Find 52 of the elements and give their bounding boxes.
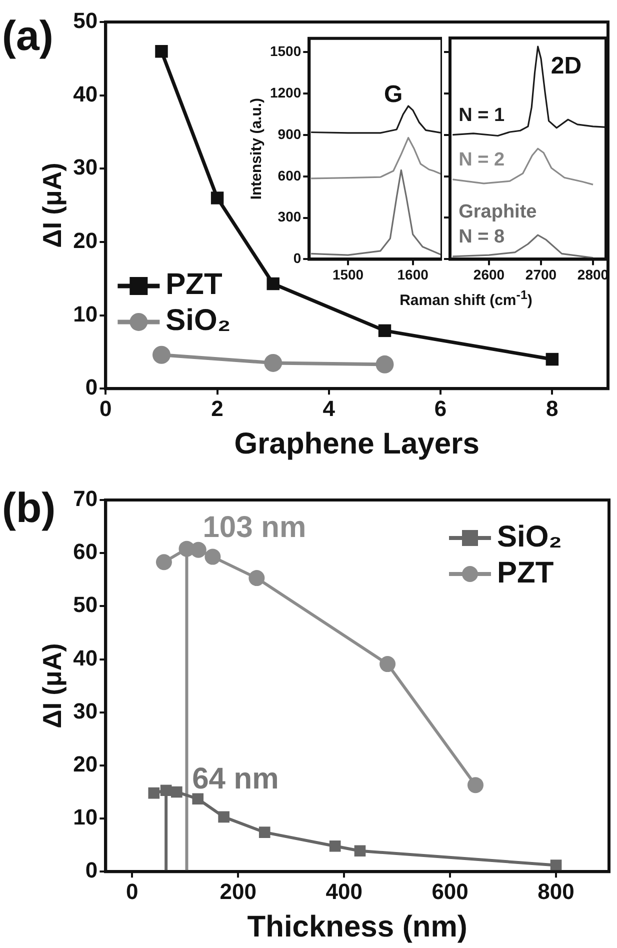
x-axis-title: Graphene Layers	[234, 427, 480, 460]
y-tick-label: 300	[278, 208, 302, 225]
y-tick-label: 0	[293, 250, 302, 266]
legend-label: PZT	[497, 556, 554, 590]
series-label: N = 2	[458, 149, 505, 170]
y-tick-label: 60	[73, 539, 98, 564]
x-axis-title: Thickness (nm)	[247, 910, 468, 944]
x-axis-title: Raman shift (cm$^{-1}$)	[398, 288, 534, 309]
y-tick-label: 0	[85, 374, 98, 400]
y-tick-label: 1200	[270, 84, 302, 100]
series-label: Graphite N = 8	[458, 201, 537, 248]
text: (a)	[2, 12, 54, 59]
x-tick-label: 1600	[397, 266, 429, 282]
x-tick-label: 1500	[332, 266, 364, 282]
text: (b)	[2, 484, 56, 531]
legend-label: SiO₂	[497, 520, 562, 554]
y-tick-label: 0	[85, 858, 98, 883]
y-tick-label: 30	[73, 154, 98, 180]
legend-label: PZT	[166, 268, 222, 302]
y-tick-label: 70	[73, 486, 98, 512]
y-axis-title: Intensity (a.u.)	[248, 98, 266, 200]
y-tick-label: 20	[73, 751, 98, 776]
annotation: 103 nm	[202, 510, 306, 544]
legend-label: SiO₂	[166, 304, 231, 338]
y-axis-title: ΔI (μA)	[36, 643, 67, 728]
x-tick-label: 2600	[473, 266, 505, 282]
y-tick-label: 50	[73, 8, 98, 34]
y-tick-label: 10	[73, 301, 98, 326]
y-tick-label: 30	[73, 698, 98, 724]
x-tick-label: 4	[322, 396, 336, 421]
x-tick-label: 200	[220, 878, 256, 904]
y-tick-label: 900	[278, 126, 302, 142]
annotation: G	[384, 81, 403, 108]
annotation: 2D	[550, 52, 582, 80]
x-tick-label: 600	[432, 878, 468, 904]
series-label: N = 1	[458, 104, 505, 126]
y-tick-label: 50	[73, 592, 98, 618]
y-tick-label: 1500	[270, 43, 302, 60]
y-tick-label: 40	[73, 81, 98, 106]
y-tick-label: 20	[73, 228, 98, 254]
x-tick-label: 2700	[525, 266, 557, 282]
x-tick-label: 0	[126, 878, 138, 904]
annotation: 64 nm	[192, 762, 279, 796]
y-tick-label: 600	[278, 167, 302, 184]
y-tick-label: 10	[73, 804, 98, 830]
x-tick-label: 2	[211, 396, 224, 421]
y-axis-title: ΔI (μA)	[36, 162, 67, 248]
x-tick-label: 800	[538, 878, 574, 904]
x-tick-label: 400	[326, 878, 362, 904]
x-tick-label: 6	[434, 396, 447, 421]
x-tick-label: 8	[546, 396, 558, 421]
y-tick-label: 40	[73, 645, 98, 670]
